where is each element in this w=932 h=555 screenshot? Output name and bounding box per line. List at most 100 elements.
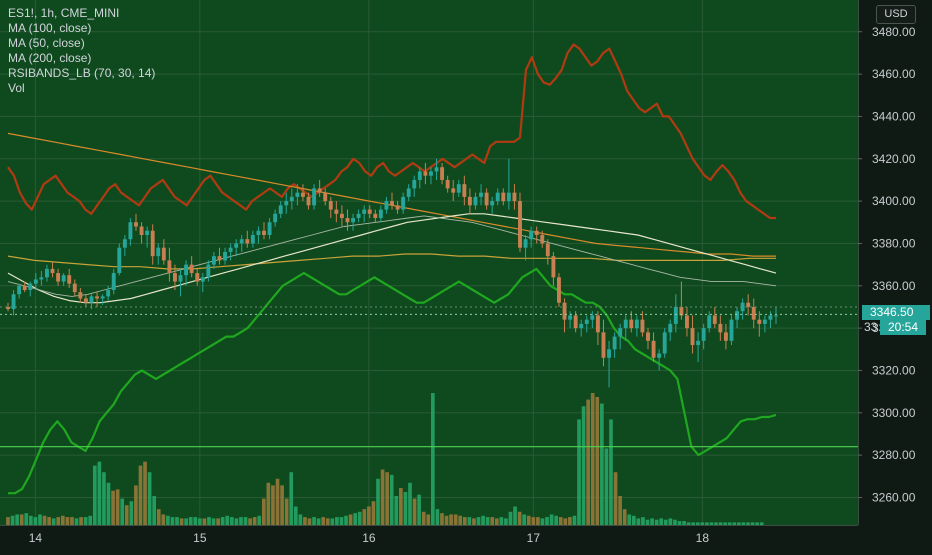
volume-bar xyxy=(147,472,152,525)
volume-bar xyxy=(673,519,677,525)
volume-bar xyxy=(184,518,188,525)
volume-bar xyxy=(759,522,764,525)
volume-bar xyxy=(476,517,481,525)
candle-body xyxy=(579,323,584,329)
candle-body xyxy=(395,205,400,210)
candle-body xyxy=(72,283,77,293)
rsi-band-upper-line xyxy=(7,43,776,220)
candle-body xyxy=(273,213,278,223)
candle-body xyxy=(6,306,10,310)
price-axis[interactable]: 3260.003280.003300.003320.003340.003360.… xyxy=(858,0,932,550)
volume-bar xyxy=(216,518,220,525)
volume-bar xyxy=(609,419,613,525)
volume-bar xyxy=(234,518,239,525)
volume-bar xyxy=(545,517,549,525)
candle-body xyxy=(95,296,99,299)
volume-bar xyxy=(595,396,600,525)
candle-body xyxy=(390,201,394,206)
volume-bar xyxy=(19,514,24,525)
indicator-vol-label[interactable]: Vol xyxy=(8,81,25,95)
indicator-ma100-label[interactable]: MA (100, close) xyxy=(8,21,92,35)
volume-bar xyxy=(175,517,179,525)
currency-button[interactable]: USD xyxy=(876,5,916,24)
candle-body xyxy=(518,201,522,248)
indicator-rsibands-label[interactable]: RSIBANDS_LB (70, 30, 14) xyxy=(8,66,156,80)
candle-body xyxy=(623,319,628,329)
volume-bar xyxy=(641,517,645,525)
candle-body xyxy=(462,184,467,197)
volume-bar xyxy=(134,485,138,525)
candle-body xyxy=(557,277,561,303)
candle-body xyxy=(250,234,255,244)
volume-bar xyxy=(156,509,161,525)
time-axis[interactable]: 14 15 16 17 18 xyxy=(0,525,858,550)
volume-bar xyxy=(230,517,234,525)
volume-bar xyxy=(202,518,207,525)
symbol-title[interactable]: ES1!, 1h, CME_MINI xyxy=(8,6,120,20)
price-tick-label: 3260.00 xyxy=(872,490,916,504)
candle-body xyxy=(122,239,127,248)
legend: ES1!, 1h, CME_MINI MA (100, close) MA (5… xyxy=(8,6,155,96)
ma200-alt-line xyxy=(7,253,776,270)
candle-body xyxy=(373,213,378,219)
candle-body xyxy=(545,243,550,257)
candle-body xyxy=(490,201,495,206)
volume-bar xyxy=(549,514,554,525)
indicator-ma50-label[interactable]: MA (50, close) xyxy=(8,36,85,50)
volume-bar xyxy=(42,515,47,525)
volume-bar xyxy=(417,494,421,525)
volume-bar xyxy=(111,490,115,525)
candle-body xyxy=(45,268,49,278)
volume-bar xyxy=(198,518,202,525)
volume-bar xyxy=(193,517,198,525)
volume-bar xyxy=(106,482,111,525)
candle-body xyxy=(406,188,411,197)
volume-bar xyxy=(458,515,463,525)
candle-body xyxy=(529,230,534,240)
candle-body xyxy=(662,332,667,354)
candle-body xyxy=(401,196,406,210)
volume-bar xyxy=(394,495,399,525)
volume-bar xyxy=(376,478,380,525)
volume-bar xyxy=(312,517,316,525)
candle-body xyxy=(584,319,589,324)
candle-body xyxy=(451,188,456,193)
volume-bar xyxy=(682,521,686,525)
volume-bar xyxy=(453,514,458,525)
indicator-ma200-label[interactable]: MA (200, close) xyxy=(8,51,92,65)
candle-body xyxy=(657,353,662,358)
candle-body xyxy=(573,315,578,329)
volume-bar xyxy=(344,515,348,525)
candle-body xyxy=(156,247,161,257)
volume-bar xyxy=(531,517,536,525)
price-axis-bg xyxy=(858,0,932,550)
candle-body xyxy=(67,275,72,284)
price-tick-label: 3320.00 xyxy=(872,363,916,377)
candle-body xyxy=(640,319,645,333)
volume-bar xyxy=(252,517,257,525)
volume-bar xyxy=(668,518,673,525)
volume-bar xyxy=(380,469,385,525)
hidden-price-label: 33 xyxy=(864,320,878,334)
volume-bar xyxy=(426,514,431,525)
candle-body xyxy=(696,340,701,346)
candle-body xyxy=(690,328,695,346)
volume-bar xyxy=(645,519,650,525)
price-tick-label: 3460.00 xyxy=(872,67,916,81)
candle-body xyxy=(39,277,44,280)
volume-bar xyxy=(60,515,65,525)
volume-bar xyxy=(586,399,590,525)
candle-body xyxy=(167,260,172,274)
volume-bar xyxy=(517,511,522,525)
candle-body xyxy=(612,336,617,350)
volume-bar xyxy=(325,518,330,525)
volume-bar xyxy=(622,509,627,525)
volume-bar xyxy=(10,515,15,525)
volume-bar xyxy=(239,517,243,525)
plot-area[interactable] xyxy=(0,0,858,525)
candle-body xyxy=(534,230,539,235)
candle-body xyxy=(568,315,573,320)
candle-body xyxy=(245,239,250,244)
